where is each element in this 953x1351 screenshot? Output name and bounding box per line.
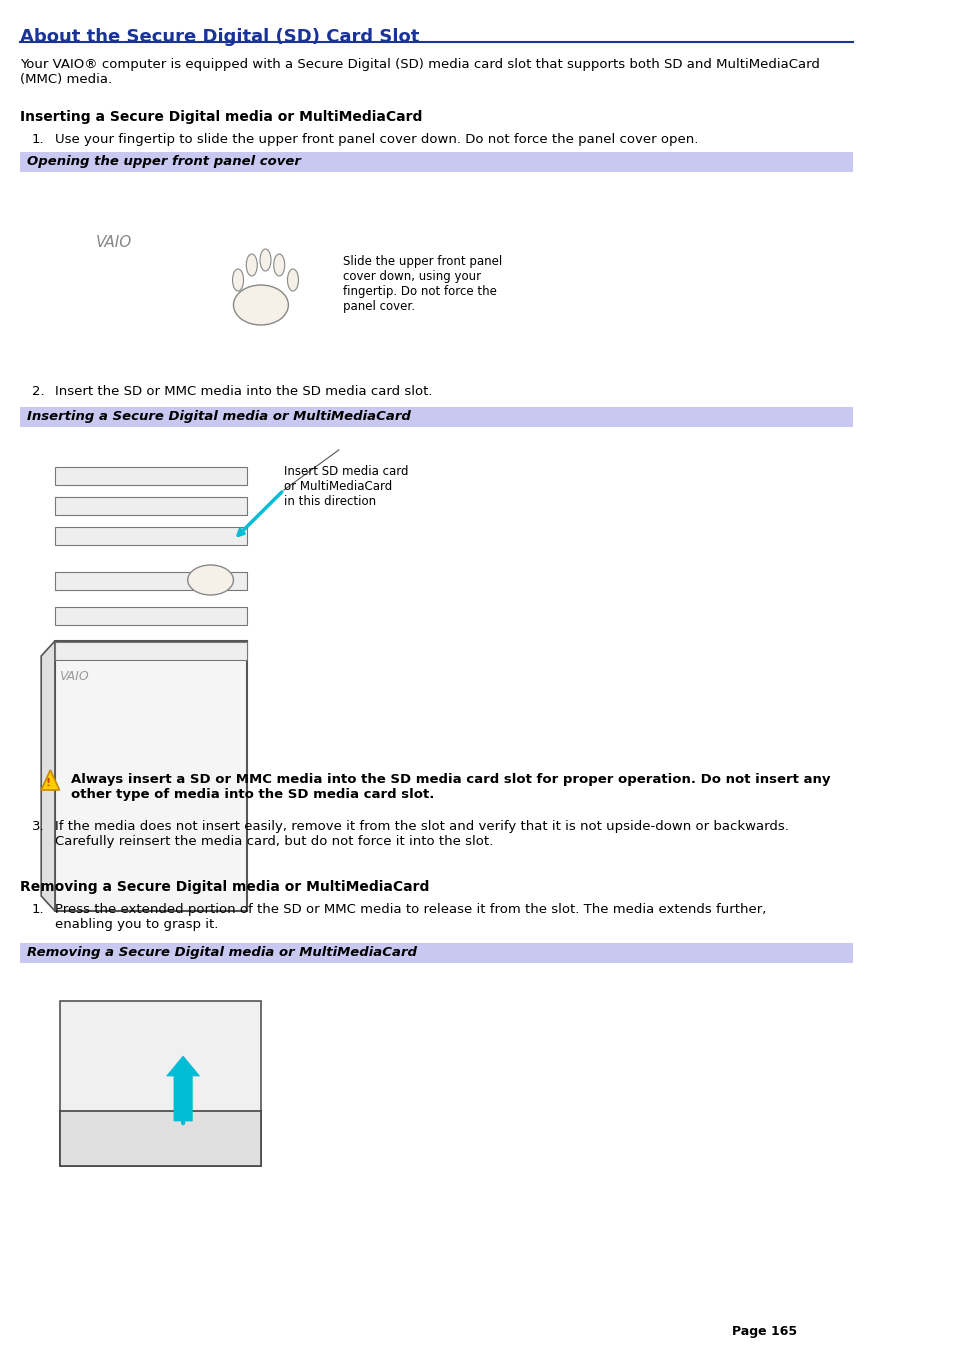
- Text: Inserting a Secure Digital media or MultiMediaCard: Inserting a Secure Digital media or Mult…: [28, 409, 411, 423]
- Polygon shape: [41, 770, 59, 790]
- Text: Page 165: Page 165: [732, 1325, 797, 1337]
- Polygon shape: [55, 640, 247, 911]
- Ellipse shape: [260, 249, 271, 272]
- Bar: [55, 642, 247, 661]
- Text: Press the extended portion of the SD or MMC media to release it from the slot. T: Press the extended portion of the SD or …: [55, 902, 765, 931]
- Bar: [20, 153, 852, 172]
- Text: Inserting a Secure Digital media or MultiMediaCard: Inserting a Secure Digital media or Mult…: [20, 109, 422, 124]
- Text: Use your fingertip to slide the upper front panel cover down. Do not force the p: Use your fingertip to slide the upper fr…: [55, 132, 698, 146]
- Text: !: !: [46, 778, 51, 788]
- Ellipse shape: [233, 269, 243, 290]
- Text: 1.: 1.: [32, 902, 45, 916]
- Text: 3.: 3.: [32, 820, 45, 834]
- Bar: [55, 571, 247, 590]
- Bar: [55, 607, 247, 626]
- Text: If the media does not insert easily, remove it from the slot and verify that it : If the media does not insert easily, rem…: [55, 820, 788, 848]
- Ellipse shape: [287, 269, 298, 290]
- Bar: [55, 467, 247, 485]
- Text: About the Secure Digital (SD) Card Slot: About the Secure Digital (SD) Card Slot: [20, 28, 419, 46]
- Bar: [55, 527, 247, 544]
- Polygon shape: [59, 1111, 261, 1166]
- Bar: [20, 943, 852, 963]
- Bar: [55, 497, 247, 515]
- Text: Your VAIO® computer is equipped with a Secure Digital (SD) media card slot that : Your VAIO® computer is equipped with a S…: [20, 58, 820, 86]
- Text: Removing a Secure Digital media or MultiMediaCard: Removing a Secure Digital media or Multi…: [20, 880, 429, 894]
- Ellipse shape: [233, 285, 288, 326]
- Text: Insert SD media card
or MultiMediaCard
in this direction: Insert SD media card or MultiMediaCard i…: [283, 465, 408, 508]
- Bar: [20, 407, 852, 427]
- Text: 2.: 2.: [32, 385, 45, 399]
- Text: Always insert a SD or MMC media into the SD media card slot for proper operation: Always insert a SD or MMC media into the…: [71, 773, 830, 801]
- Ellipse shape: [246, 254, 257, 276]
- Text: 1.: 1.: [32, 132, 45, 146]
- Text: Slide the upper front panel
cover down, using your
fingertip. Do not force the
p: Slide the upper front panel cover down, …: [343, 255, 502, 313]
- Text: VAIO: VAIO: [59, 670, 90, 684]
- Polygon shape: [167, 1056, 199, 1121]
- Ellipse shape: [188, 565, 233, 594]
- Text: Opening the upper front panel cover: Opening the upper front panel cover: [28, 155, 301, 168]
- Text: VAIO: VAIO: [96, 235, 132, 250]
- Text: Insert the SD or MMC media into the SD media card slot.: Insert the SD or MMC media into the SD m…: [55, 385, 432, 399]
- Ellipse shape: [274, 254, 284, 276]
- Polygon shape: [41, 640, 55, 911]
- Polygon shape: [59, 1001, 261, 1166]
- Text: Removing a Secure Digital media or MultiMediaCard: Removing a Secure Digital media or Multi…: [28, 946, 417, 959]
